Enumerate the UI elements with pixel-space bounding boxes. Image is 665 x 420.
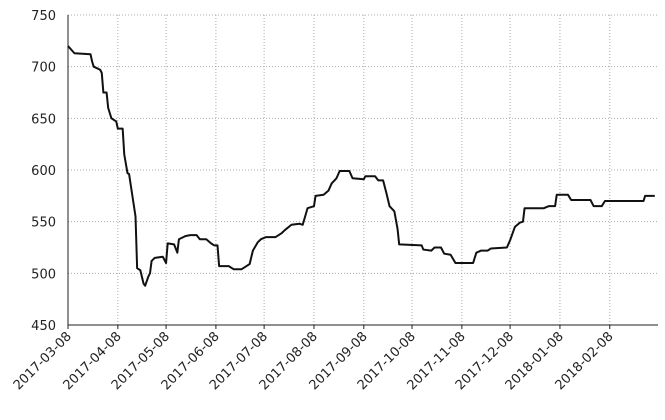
line — [67, 45, 655, 287]
y-tick-label: 650 — [31, 112, 56, 127]
y-tick-label: 550 — [31, 216, 56, 231]
y-tick-label: 500 — [31, 267, 56, 282]
y-tick-label: 700 — [31, 61, 56, 76]
y-tick-label: 450 — [31, 319, 56, 334]
y-tick-label: 600 — [31, 164, 56, 179]
y-tick-label: 750 — [31, 9, 56, 24]
